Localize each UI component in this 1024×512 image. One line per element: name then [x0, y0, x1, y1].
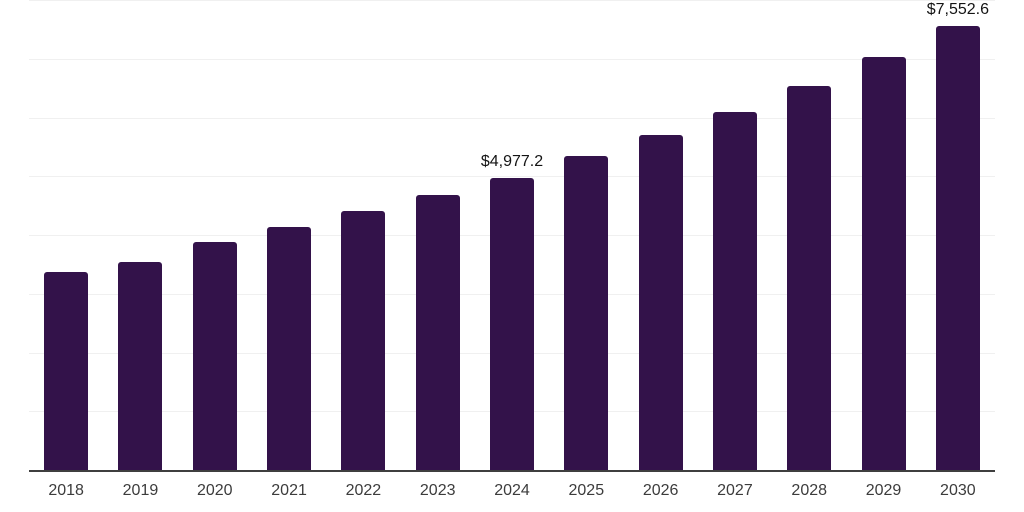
bar-2028: [787, 85, 832, 470]
x-tick-label-2022: 2022: [345, 482, 382, 499]
x-tick-label-2024: 2024: [494, 482, 530, 499]
bar-2029: [861, 56, 906, 470]
x-tick-label-2027: 2027: [717, 482, 753, 499]
x-tick-label-2019: 2019: [122, 482, 159, 499]
bar-2020: [192, 241, 237, 470]
bar-2021: [267, 226, 312, 470]
plot-area: $4,977.2 $7,552.6: [29, 0, 995, 470]
bar-2022: [341, 210, 386, 470]
gridline-5000: [29, 176, 995, 178]
bar-2024: [490, 177, 534, 470]
bar-2026: [638, 135, 683, 470]
x-tick-label-2018: 2018: [48, 482, 84, 499]
x-axis-line: [29, 470, 995, 472]
gridline-8000: [29, 0, 995, 1]
x-tick-label-2025: 2025: [568, 482, 605, 499]
bar-2019: [118, 261, 163, 470]
bar-2027: [712, 111, 757, 470]
bar-2030: [935, 26, 980, 470]
bar-2023: [415, 195, 460, 470]
x-axis-labels: 2018 2019 2020 2021 2022 2023 2024 2025 2026 2027…: [29, 481, 995, 503]
gridline-6000: [29, 117, 995, 119]
bar-value-label-2024: $4,977.2: [480, 152, 544, 170]
x-tick-label-2029: 2029: [865, 482, 902, 499]
x-tick-label-2023: 2023: [419, 482, 456, 499]
x-tick-label-2020: 2020: [196, 482, 233, 499]
x-tick-label-2030: 2030: [940, 482, 976, 499]
bar-2018: [44, 271, 89, 470]
bar-value-label-2030: $7,552.6: [926, 1, 989, 19]
gridline-7000: [29, 58, 995, 60]
x-tick-label-2028: 2028: [791, 482, 828, 499]
x-tick-label-2021: 2021: [271, 482, 307, 499]
bar-2025: [564, 156, 609, 470]
x-tick-label-2026: 2026: [642, 482, 679, 499]
